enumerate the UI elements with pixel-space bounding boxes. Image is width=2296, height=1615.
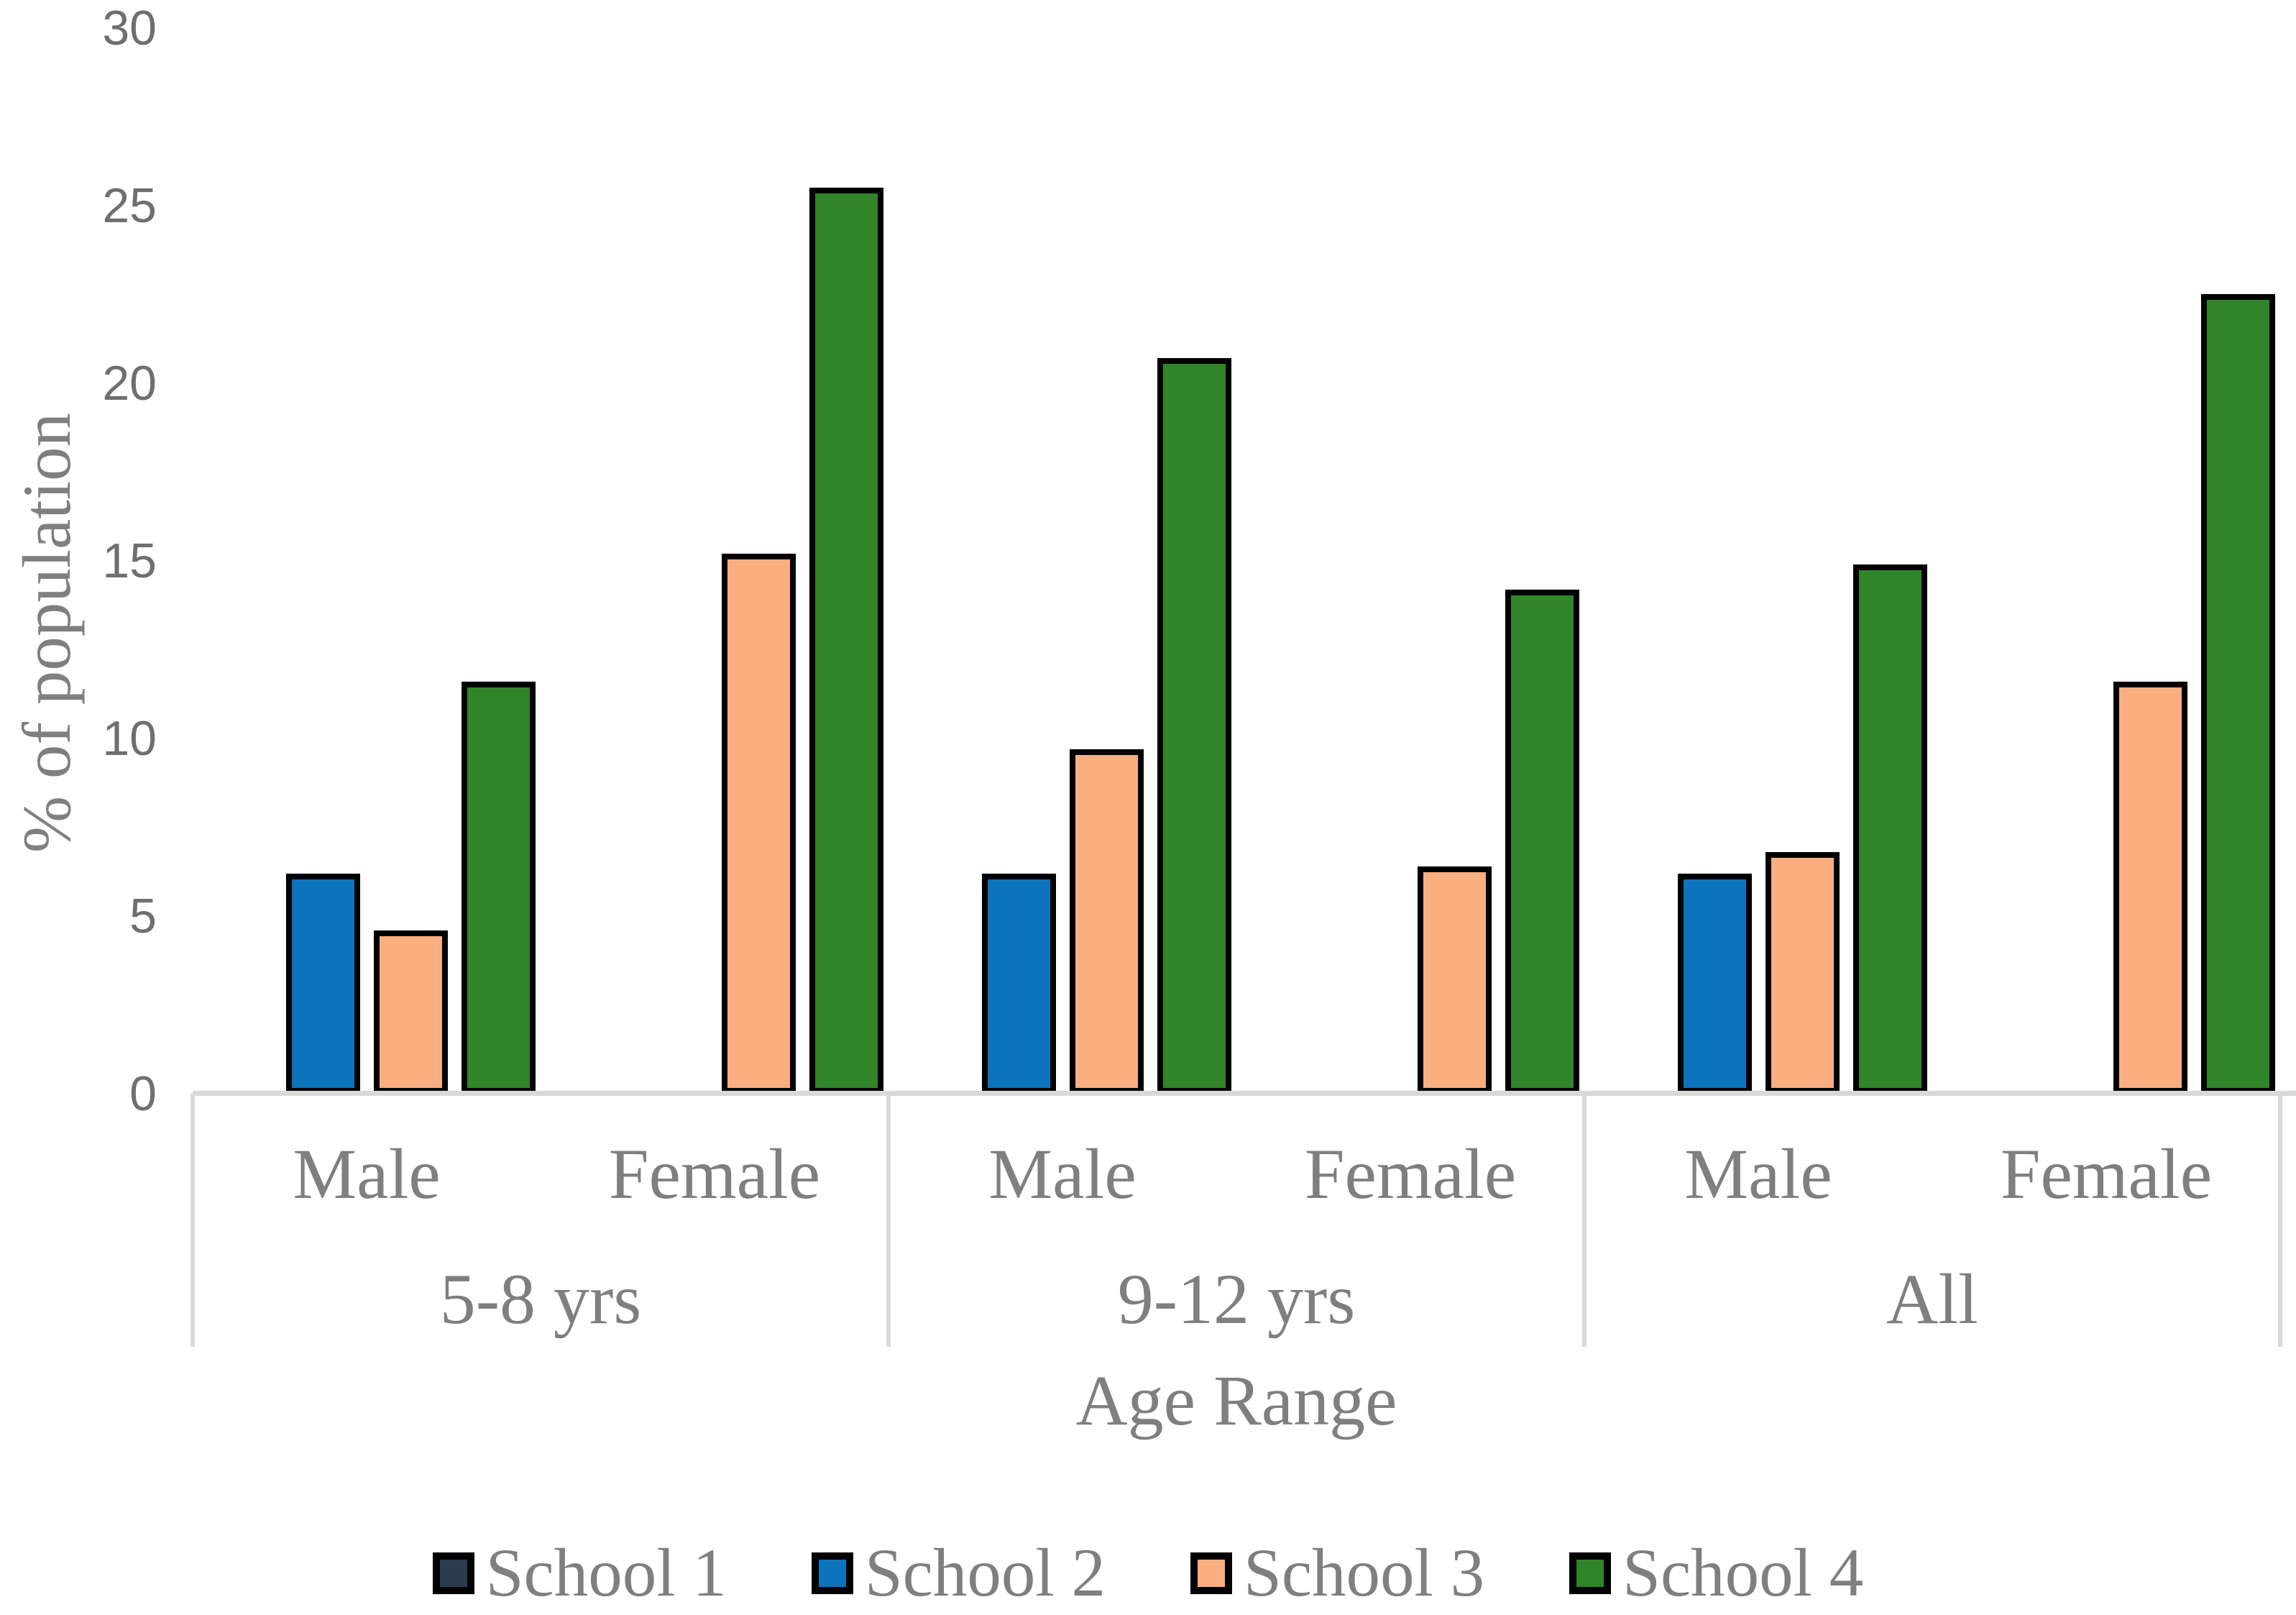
category-divider-line <box>886 1094 891 1347</box>
category-divider-line <box>2278 1094 2282 1347</box>
legend-swatch <box>432 1552 474 1594</box>
x-axis-title: Age Range <box>1075 1360 1397 1440</box>
legend-item: School 1 <box>432 1534 727 1611</box>
bar-school-2 <box>982 874 1056 1094</box>
bar-school-4 <box>2201 294 2275 1094</box>
legend-item: School 2 <box>811 1534 1106 1611</box>
category-label-age-group: 9-12 yrs <box>1117 1259 1356 1339</box>
y-tick-label: 30 <box>102 1 157 55</box>
category-label-gender: Female <box>2000 1134 2213 1214</box>
category-label-gender: Male <box>988 1134 1136 1214</box>
y-tick-label: 0 <box>129 1066 157 1121</box>
legend-label: School 3 <box>1244 1534 1485 1611</box>
y-tick-label: 5 <box>129 889 157 943</box>
category-divider-line <box>190 1094 195 1347</box>
bar-school-4 <box>1505 590 1579 1094</box>
bar-school-3 <box>2113 682 2187 1094</box>
bar-school-3 <box>1070 749 1144 1094</box>
y-tick-label: 25 <box>102 178 157 233</box>
category-label-gender: Female <box>1304 1134 1517 1214</box>
bar-school-2 <box>286 874 360 1094</box>
bar-school-3 <box>374 930 448 1094</box>
legend-label: School 4 <box>1622 1534 1864 1611</box>
category-label-gender: Male <box>293 1134 441 1214</box>
legend-item: School 3 <box>1190 1539 1484 1607</box>
legend-swatch <box>1569 1552 1612 1594</box>
category-divider-line <box>1582 1094 1586 1347</box>
bar-school-4 <box>809 188 883 1094</box>
bar-school-3 <box>1418 866 1492 1094</box>
legend-label: School 2 <box>864 1534 1106 1611</box>
category-label-age-group: All <box>1886 1259 1978 1339</box>
category-label-age-group: 5-8 yrs <box>439 1259 642 1339</box>
y-tick-label: 15 <box>102 534 157 588</box>
legend-swatch <box>1190 1552 1232 1594</box>
legend: School 1 School 2 School 3 School 4 <box>0 1539 2296 1607</box>
y-tick-label: 20 <box>102 356 157 411</box>
bar-school-2 <box>1678 874 1752 1094</box>
bar-school-4 <box>462 682 536 1094</box>
category-label-gender: Male <box>1684 1134 1832 1214</box>
bar-school-4 <box>1157 358 1231 1094</box>
x-axis-line <box>193 1091 2296 1096</box>
legend-swatch <box>811 1552 853 1594</box>
category-label-gender: Female <box>608 1134 821 1214</box>
legend-label: School 1 <box>485 1534 727 1611</box>
bar-school-4 <box>1853 564 1927 1094</box>
y-tick-label: 10 <box>102 711 157 766</box>
bar-school-3 <box>722 554 796 1094</box>
legend-item: School 4 <box>1569 1539 1863 1607</box>
bar-school-3 <box>1765 852 1840 1094</box>
